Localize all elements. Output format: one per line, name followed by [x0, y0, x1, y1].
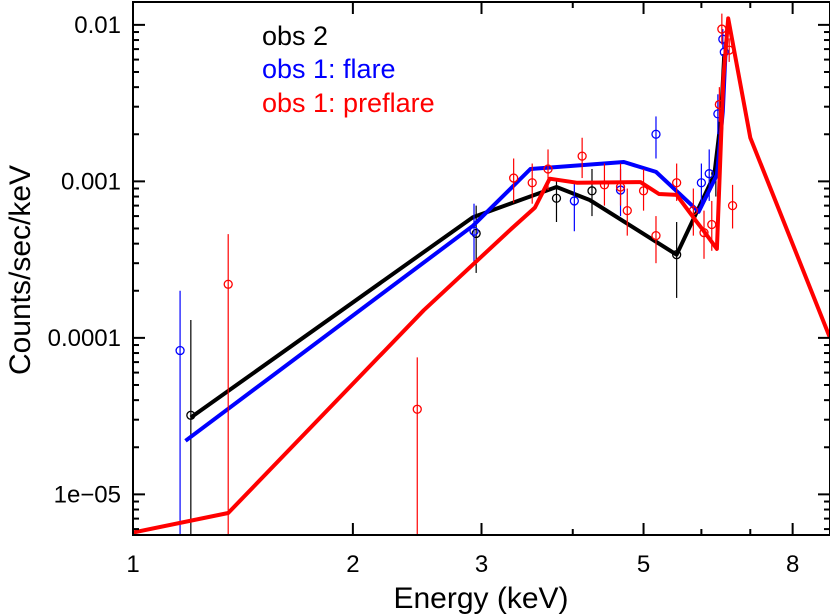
data-point	[651, 230, 661, 241]
y-tick-label: 0.01	[74, 12, 121, 39]
x-tick-label: 3	[475, 551, 488, 578]
data-point	[471, 228, 481, 239]
x-tick-label: 2	[346, 551, 359, 578]
data-point	[569, 196, 579, 206]
data-point	[724, 45, 734, 55]
data-point	[717, 24, 727, 34]
x-tick-label: 1	[126, 551, 139, 578]
plot-content	[133, 13, 830, 535]
axes: 1 2 3 5 8 1e−05 0.0001 0.001 0.01	[48, 2, 830, 578]
plot-area	[133, 13, 830, 535]
y-tick-label: 0.0001	[48, 325, 121, 352]
data-point	[696, 178, 707, 188]
data-point	[688, 205, 698, 216]
data-point	[707, 219, 717, 230]
y-axis-title: Counts/sec/keV	[4, 165, 37, 375]
data-point	[671, 250, 682, 260]
legend-entry-obs-2: obs 2	[262, 21, 328, 51]
x-tick-label: 8	[786, 551, 799, 578]
legend-entry-obs-1-flare: obs 1: flare	[262, 54, 396, 84]
data-point	[412, 404, 422, 414]
data-point	[704, 169, 714, 179]
series-0	[186, 53, 727, 535]
data-point	[186, 410, 196, 420]
series-2	[133, 13, 830, 535]
data-point	[671, 178, 682, 188]
y-tick-label: 1e−05	[54, 481, 121, 508]
data-point	[599, 180, 610, 190]
data-point	[175, 345, 185, 356]
data-point	[577, 151, 587, 161]
legend: obs 2 obs 1: flare obs 1: preflare	[262, 21, 435, 118]
model-line	[133, 16, 830, 535]
data-point	[469, 226, 479, 236]
data-point	[509, 173, 519, 183]
data-point	[223, 279, 233, 289]
data-point	[527, 178, 537, 188]
data-point	[543, 164, 553, 174]
data-point	[699, 228, 709, 238]
data-point	[587, 186, 597, 196]
x-axis-title: Energy (keV)	[393, 582, 568, 614]
x-tick-label: 5	[637, 551, 650, 578]
legend-entry-obs-1-preflare: obs 1: preflare	[262, 88, 435, 118]
data-point	[727, 200, 738, 211]
data-point	[651, 129, 661, 139]
y-tick-label: 0.001	[61, 168, 121, 195]
data-point	[551, 193, 562, 203]
data-point	[638, 186, 649, 196]
data-point	[615, 182, 626, 192]
data-point	[714, 99, 725, 110]
data-point	[622, 205, 632, 216]
